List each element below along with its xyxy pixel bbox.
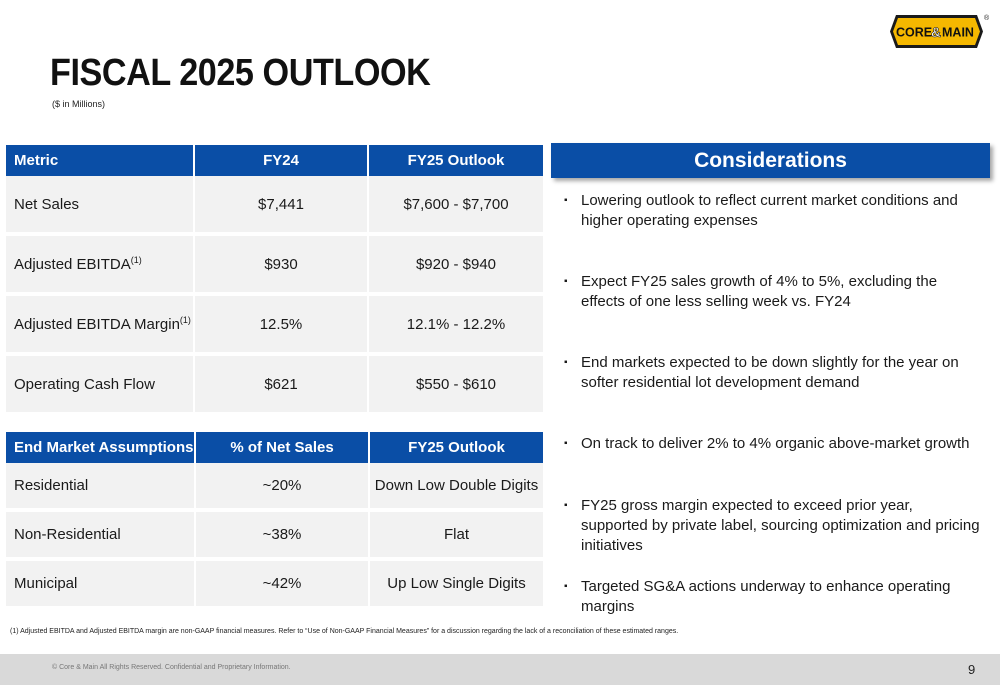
square-bullet-icon: ▪: [564, 276, 568, 287]
pct-net-sales-value: ~20%: [195, 463, 370, 512]
metric-cell: Operating Cash Flow: [6, 354, 195, 416]
considerations-header: Considerations: [551, 143, 990, 178]
list-item: ▪ End markets expected to be down slightl…: [564, 353, 982, 393]
pct-net-sales-value: ~42%: [195, 559, 370, 610]
consideration-text: Targeted SG&A actions underway to enhanc…: [581, 578, 951, 615]
fy25-outlook-value: $550 - $610: [368, 354, 543, 416]
pct-net-sales-value: ~38%: [195, 510, 370, 561]
column-header-fy24: FY24: [194, 145, 369, 176]
square-bullet-icon: ▪: [564, 438, 568, 449]
table-row: Adjusted EBITDA(1) $930 $920 - $940: [6, 234, 543, 296]
consideration-text: On track to deliver 2% to 4% organic abo…: [581, 435, 970, 452]
column-header-fy25-outlook: FY25 Outlook: [369, 432, 543, 463]
consideration-text: FY25 gross margin expected to exceed pri…: [581, 497, 980, 554]
list-item: ▪ Targeted SG&A actions underway to enhan…: [564, 577, 982, 617]
list-item: ▪ Lowering outlook to reflect current mar…: [564, 191, 982, 231]
list-item: ▪ Expect FY25 sales growth of 4% to 5%, e…: [564, 272, 982, 312]
consideration-text: Lowering outlook to reflect current mark…: [581, 192, 958, 229]
table-row: Municipal ~42% Up Low Single Digits: [6, 559, 543, 610]
end-market-name: Municipal: [6, 559, 196, 610]
end-market-name: Non-Residential: [6, 510, 196, 561]
metrics-table: Metric FY24 FY25 Outlook Net Sales $7,44…: [6, 145, 543, 416]
end-market-table: End Market Assumptions % of Net Sales FY…: [6, 432, 543, 610]
footnote-ref: (1): [179, 315, 191, 325]
metric-name: Adjusted EBITDA: [14, 256, 131, 273]
fy25-outlook-value: $920 - $940: [368, 234, 543, 296]
column-header-end-market: End Market Assumptions: [6, 432, 196, 463]
column-header-pct-net-sales: % of Net Sales: [195, 432, 370, 463]
list-item: ▪ On track to deliver 2% to 4% organic ab…: [564, 434, 982, 454]
list-item: ▪ FY25 gross margin expected to exceed pr…: [564, 496, 982, 556]
end-market-table-header: End Market Assumptions % of Net Sales FY…: [6, 432, 543, 463]
fy25-outlook-value: Up Low Single Digits: [369, 559, 543, 610]
table-row: Non-Residential ~38% Flat: [6, 510, 543, 561]
square-bullet-icon: ▪: [564, 500, 568, 511]
metric-name: Net Sales: [14, 196, 80, 213]
column-header-metric: Metric: [6, 145, 195, 176]
column-header-fy25-outlook: FY25 Outlook: [368, 145, 543, 176]
square-bullet-icon: ▪: [564, 195, 568, 206]
end-market-name: Residential: [6, 463, 196, 512]
fy25-outlook-value: Down Low Double Digits: [369, 463, 543, 512]
units-subtitle: ($ in Millions): [52, 99, 106, 109]
footer-bar: © Core & Main All Rights Reserved. Confi…: [0, 654, 1000, 685]
page-number: 9: [968, 662, 976, 677]
table-row: Operating Cash Flow $621 $550 - $610: [6, 354, 543, 416]
page-title: FISCAL 2025 OUTLOOK: [50, 52, 431, 94]
fy25-outlook-value: 12.1% - 12.2%: [368, 294, 543, 356]
fy24-value: $930: [194, 234, 369, 296]
metric-cell: Net Sales: [6, 176, 195, 236]
fy25-outlook-value: $7,600 - $7,700: [368, 176, 543, 236]
consideration-text: End markets expected to be down slightly…: [581, 354, 959, 391]
copyright-text: © Core & Main All Rights Reserved. Confi…: [52, 664, 291, 671]
metric-cell: Adjusted EBITDA Margin(1): [6, 294, 195, 356]
metric-cell: Adjusted EBITDA(1): [6, 234, 195, 296]
svg-text:&: &: [931, 24, 941, 40]
square-bullet-icon: ▪: [564, 357, 568, 368]
footnote: (1) Adjusted EBITDA and Adjusted EBITDA …: [10, 628, 679, 635]
svg-text:MAIN: MAIN: [942, 26, 974, 40]
fy25-outlook-value: Flat: [369, 510, 543, 561]
core-and-main-logo: CORE & MAIN: [890, 15, 983, 48]
table-row: Residential ~20% Down Low Double Digits: [6, 463, 543, 512]
metric-name: Operating Cash Flow: [14, 376, 155, 393]
metric-name: Adjusted EBITDA Margin: [14, 316, 180, 333]
fy24-value: $621: [194, 354, 369, 416]
fy24-value: 12.5%: [194, 294, 369, 356]
fy24-value: $7,441: [194, 176, 369, 236]
footnote-ref: (1): [130, 255, 142, 265]
metrics-table-header: Metric FY24 FY25 Outlook: [6, 145, 543, 176]
table-row: Net Sales $7,441 $7,600 - $7,700: [6, 176, 543, 236]
svg-text:CORE: CORE: [896, 26, 932, 40]
square-bullet-icon: ▪: [564, 581, 568, 592]
table-row: Adjusted EBITDA Margin(1) 12.5% 12.1% - …: [6, 294, 543, 356]
consideration-text: Expect FY25 sales growth of 4% to 5%, ex…: [581, 273, 938, 310]
registered-mark: ®: [984, 15, 990, 22]
